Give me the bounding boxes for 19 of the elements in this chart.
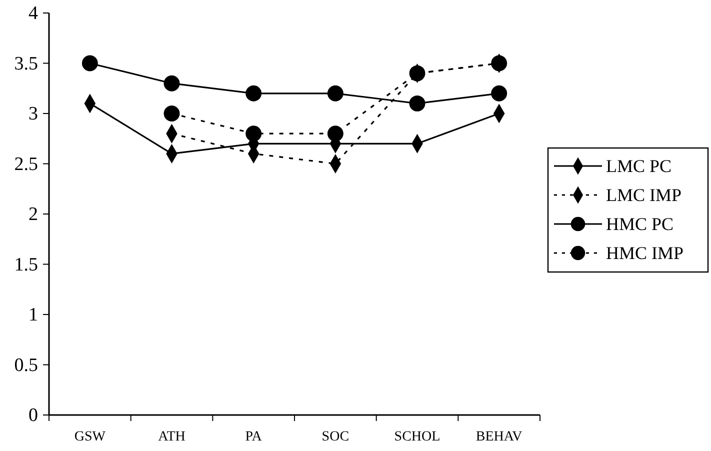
y-tick-label: 0.5: [14, 354, 38, 376]
legend-label: HMC PC: [606, 214, 674, 234]
y-tick-label: 3: [28, 104, 38, 125]
y-tick-label: 2: [28, 204, 38, 226]
y-tick-label: 4: [28, 3, 38, 24]
x-tick-label: SOC: [322, 429, 350, 444]
x-tick-label: SCHOL: [394, 429, 440, 444]
y-tick-label: 1.5: [14, 254, 38, 276]
x-tick-label: PA: [245, 429, 263, 444]
x-tick-label: GSW: [74, 429, 106, 444]
legend-label: HMC IMP: [606, 243, 684, 263]
y-tick-label: 2.5: [14, 154, 38, 175]
x-tick-label: ATH: [158, 429, 186, 444]
y-tick-label: 3.5: [14, 53, 38, 74]
legend-label: LMC PC: [606, 156, 672, 176]
y-tick-label: 0: [28, 405, 38, 426]
x-tick-label: BEHAV: [476, 429, 522, 444]
legend-label: LMC IMP: [606, 185, 682, 205]
y-tick-label: 1: [28, 304, 38, 326]
